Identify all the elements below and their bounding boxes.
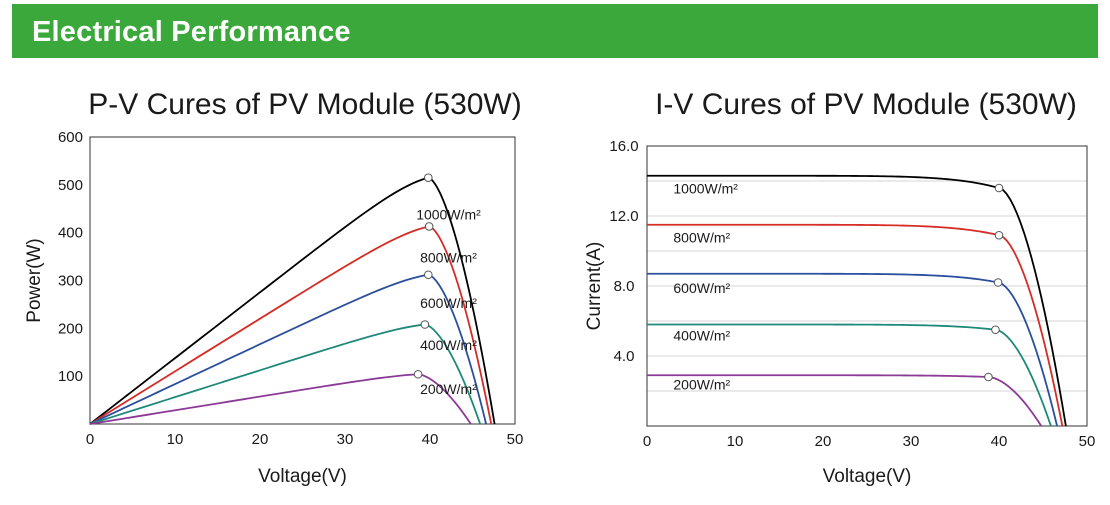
pv-mpp-point <box>424 173 433 182</box>
pv-mpp-point <box>424 222 434 231</box>
pv-series-label: 800W/m² <box>420 249 477 265</box>
pv-y-axis-label: Power(W) <box>24 238 45 322</box>
iv-mpp-point <box>994 183 1004 193</box>
iv-series-line <box>647 323 1052 427</box>
pv-mpp-point <box>413 369 423 379</box>
iv-x-tick-label: 20 <box>815 433 832 450</box>
iv-series-line <box>647 374 1042 427</box>
iv-x-tick-label: 40 <box>991 433 1008 450</box>
iv-y-axis-label: Current(A) <box>584 242 605 331</box>
iv-x-tick-label: 50 <box>1079 433 1096 450</box>
pv-series-line <box>89 373 472 425</box>
pv-y-tick-label: 200 <box>58 320 83 337</box>
pv-x-axis-label: Voltage(V) <box>258 466 347 487</box>
pv-x-tick-label: 20 <box>252 431 269 448</box>
iv-y-tick-label: 8.0 <box>614 278 635 295</box>
pv-y-tick-label: 100 <box>58 368 83 385</box>
iv-series-label: 200W/m² <box>673 376 730 392</box>
pv-series-label: 400W/m² <box>420 337 477 353</box>
iv-mpp-point <box>994 230 1004 240</box>
iv-mpp-point <box>991 325 1000 335</box>
pv-y-tick-label: 600 <box>58 129 83 146</box>
pv-y-tick-label: 400 <box>58 225 83 242</box>
iv-y-tick-label: 4.0 <box>614 348 635 365</box>
pv-x-tick-label: 40 <box>422 431 439 448</box>
iv-x-tick-label: 10 <box>727 433 744 450</box>
pv-series-label: 600W/m² <box>420 295 477 311</box>
iv-y-tick-label: 12.0 <box>609 208 638 225</box>
pv-mpp-point <box>424 270 433 280</box>
pv-series-line <box>89 323 481 425</box>
pv-series-line <box>89 225 493 425</box>
iv-series-label: 1000W/m² <box>673 180 738 196</box>
iv-series-line <box>647 223 1064 427</box>
iv-x-tick-label: 30 <box>903 433 920 450</box>
pv-x-tick-label: 0 <box>86 431 94 448</box>
iv-series-line <box>647 272 1058 427</box>
pv-series-line <box>89 273 487 425</box>
iv-mpp-point <box>993 278 1003 287</box>
iv-x-axis-label: Voltage(V) <box>823 466 912 487</box>
iv-series-label: 800W/m² <box>673 229 730 245</box>
pv-x-tick-label: 50 <box>507 431 524 448</box>
pv-series-line <box>89 176 496 425</box>
pv-plot-frame <box>89 136 516 425</box>
iv-y-tick-label: 16.0 <box>609 138 638 155</box>
iv-plot-frame <box>646 145 1088 427</box>
iv-chart-title: I-V Cures of PV Module (530W) <box>655 88 1077 121</box>
section-title: Electrical Performance <box>32 16 351 48</box>
pv-x-tick-label: 10 <box>167 431 184 448</box>
pv-chart-title: P-V Cures of PV Module (530W) <box>88 88 522 121</box>
pv-y-tick-label: 300 <box>58 273 83 290</box>
iv-series-label: 400W/m² <box>673 327 730 343</box>
pv-mpp-point <box>420 320 430 329</box>
section-header: Electrical Performance <box>12 4 1098 58</box>
iv-series-label: 600W/m² <box>673 280 730 296</box>
iv-mpp-point <box>984 372 993 382</box>
pv-y-tick-label: 500 <box>58 177 83 194</box>
iv-x-tick-label: 0 <box>643 433 651 450</box>
pv-series-label: 200W/m² <box>420 381 477 397</box>
pv-x-tick-label: 30 <box>337 431 354 448</box>
pv-series-label: 1000W/m² <box>416 206 481 222</box>
